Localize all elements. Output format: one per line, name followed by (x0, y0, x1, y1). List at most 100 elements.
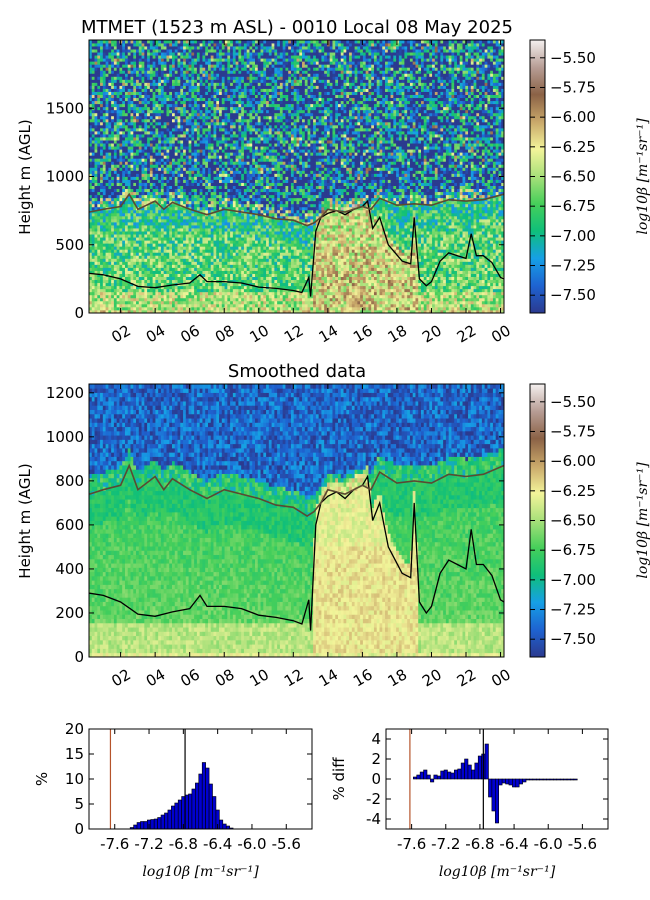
heatmap-cell (105, 179, 109, 183)
heatmap-cell (100, 267, 104, 271)
heatmap-cell (91, 231, 95, 235)
heatmap-cell (205, 267, 209, 271)
heatmap-cell (177, 140, 181, 144)
heatmap-cell (97, 297, 101, 302)
heatmap-cell (191, 43, 195, 47)
heatmap-cell (108, 243, 112, 247)
heatmap-cell (210, 167, 214, 171)
heatmap-cell (94, 200, 98, 205)
heatmap-cell (133, 258, 137, 262)
heatmap-cell (133, 167, 137, 171)
heatmap-cell (111, 88, 115, 92)
heatmap-cell (224, 206, 228, 211)
heatmap-cell (213, 67, 217, 71)
heatmap-cell (205, 91, 209, 95)
heatmap-cell (89, 67, 93, 71)
heatmap-cell (207, 297, 212, 302)
heatmap-cell (235, 73, 239, 77)
heatmap-cell (144, 306, 148, 311)
heatmap-cell (205, 167, 209, 171)
heatmap-cell (100, 91, 104, 95)
heatmap-cell (97, 100, 101, 105)
heatmap-cell (191, 176, 195, 180)
heatmap-cell (147, 240, 151, 244)
heatmap-cell (163, 164, 167, 168)
heatmap-cell (163, 258, 167, 262)
heatmap-cell (172, 134, 176, 138)
heatmap-cell (122, 52, 126, 56)
heatmap-cell (174, 109, 178, 114)
heatmap-cell (111, 40, 115, 44)
heatmap-cell (127, 76, 131, 80)
heatmap-cell (89, 131, 93, 135)
heatmap-cell (185, 103, 189, 108)
heatmap-cell (160, 218, 165, 223)
heatmap-cell (141, 64, 145, 68)
heatmap-cell (138, 288, 142, 293)
heatmap-cell (185, 252, 189, 256)
heatmap-cell (122, 264, 126, 268)
heatmap-cell (116, 194, 120, 199)
heatmap-cell (155, 52, 159, 56)
heatmap-cell (224, 222, 228, 226)
heatmap-cell (133, 82, 137, 86)
heatmap-cell (188, 76, 192, 80)
heatmap-cell (235, 70, 239, 74)
heatmap-cell (227, 137, 231, 141)
heatmap-cell (149, 282, 154, 287)
heatmap-cell (224, 246, 228, 250)
heatmap-cell (232, 67, 237, 71)
heatmap-cell (202, 246, 206, 250)
heatmap-cell (216, 255, 220, 259)
heatmap-cell (196, 194, 201, 199)
heatmap-cell (185, 64, 189, 68)
heatmap-cell (202, 55, 206, 59)
heatmap-cell (130, 79, 134, 83)
heatmap-cell (188, 140, 192, 144)
heatmap-cell (102, 270, 106, 274)
heatmap-cell (119, 94, 123, 99)
heatmap-cell (235, 124, 239, 129)
heatmap-cell (235, 140, 239, 144)
heatmap-cell (205, 297, 209, 302)
heatmap-cell (207, 194, 212, 199)
heatmap-cell (235, 200, 239, 205)
heatmap-cell (163, 94, 167, 99)
heatmap-cell (97, 206, 101, 211)
heatmap-cell (111, 264, 115, 268)
heatmap-cell (219, 109, 223, 114)
heatmap-cell (111, 270, 115, 274)
heatmap-cell (216, 206, 220, 211)
heatmap-cell (188, 143, 192, 147)
heatmap-cell (119, 115, 123, 120)
heatmap-cell (147, 231, 151, 235)
heatmap-cell (180, 79, 184, 83)
heatmap-cell (91, 252, 95, 256)
heatmap-cell (169, 209, 173, 214)
heatmap-cell (138, 79, 142, 83)
heatmap-cell (199, 282, 203, 287)
heatmap-cell (194, 97, 198, 102)
heatmap-cell (205, 106, 209, 111)
heatmap-cell (119, 270, 123, 274)
heatmap-cell (210, 300, 214, 305)
heatmap-cell (158, 79, 162, 83)
heatmap-cell (163, 97, 167, 102)
heatmap-cell (122, 197, 126, 202)
heatmap-cell (232, 85, 237, 89)
heatmap-cell (169, 64, 173, 68)
heatmap-cell (116, 288, 120, 293)
heatmap-cell (216, 137, 220, 141)
heatmap-cell (147, 279, 151, 284)
heatmap-cell (136, 306, 140, 311)
heatmap-cell (138, 127, 142, 132)
heatmap-cell (172, 228, 176, 232)
heatmap-cell (111, 46, 115, 50)
heatmap-cell (188, 267, 192, 271)
heatmap-cell (111, 97, 115, 102)
heatmap-cell (232, 121, 237, 126)
heatmap-cell (116, 109, 120, 114)
heatmap-cell (207, 234, 212, 238)
heatmap-cell (158, 291, 162, 296)
heatmap-cell (108, 118, 112, 123)
